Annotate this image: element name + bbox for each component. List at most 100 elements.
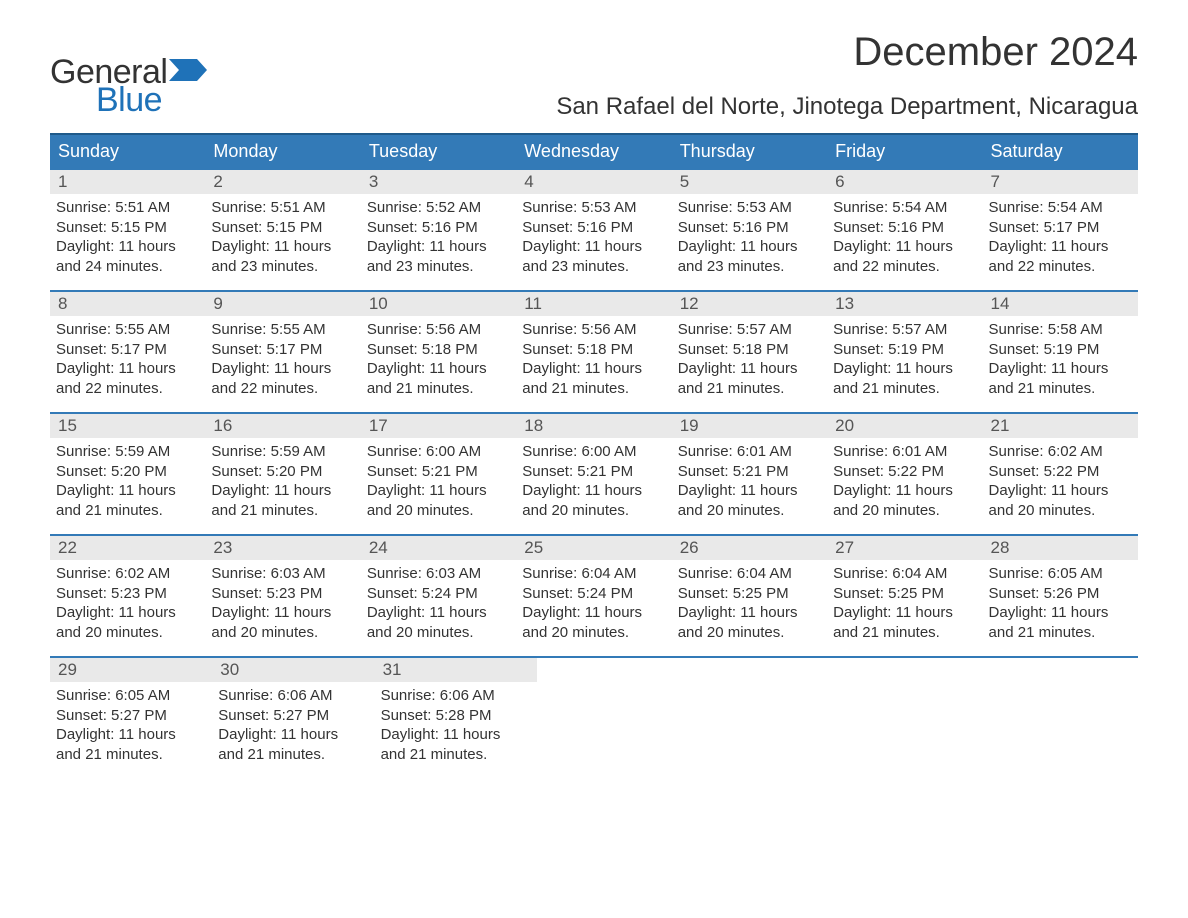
day-cell: 5Sunrise: 5:53 AMSunset: 5:16 PMDaylight…: [672, 170, 827, 290]
day-number-band: 21: [983, 414, 1138, 438]
sunrise-text: Sunrise: 6:06 AM: [218, 686, 368, 706]
day-cell: 3Sunrise: 5:52 AMSunset: 5:16 PMDaylight…: [361, 170, 516, 290]
daylight-text: Daylight: 11 hours: [56, 481, 199, 501]
sunrise-text: Sunrise: 5:54 AM: [833, 198, 976, 218]
day-number-band: 18: [516, 414, 671, 438]
daylight-text: and 20 minutes.: [678, 623, 821, 643]
day-details: Sunrise: 5:54 AMSunset: 5:16 PMDaylight:…: [833, 198, 976, 276]
day-details: Sunrise: 6:01 AMSunset: 5:21 PMDaylight:…: [678, 442, 821, 520]
sunset-text: Sunset: 5:27 PM: [56, 706, 206, 726]
sunrise-text: Sunrise: 6:02 AM: [56, 564, 199, 584]
day-number-band: 12: [672, 292, 827, 316]
daylight-text: and 23 minutes.: [211, 257, 354, 277]
week-row: 1Sunrise: 5:51 AMSunset: 5:15 PMDaylight…: [50, 168, 1138, 290]
day-number: 6: [835, 172, 844, 191]
daylight-text: Daylight: 11 hours: [56, 359, 199, 379]
day-cell: 24Sunrise: 6:03 AMSunset: 5:24 PMDayligh…: [361, 536, 516, 656]
day-number-band: 8: [50, 292, 205, 316]
day-number-band: 3: [361, 170, 516, 194]
day-number: 8: [58, 294, 67, 313]
empty-day-cell: [837, 658, 987, 778]
sunset-text: Sunset: 5:15 PM: [211, 218, 354, 238]
day-details: Sunrise: 5:54 AMSunset: 5:17 PMDaylight:…: [989, 198, 1132, 276]
day-cell: 28Sunrise: 6:05 AMSunset: 5:26 PMDayligh…: [983, 536, 1138, 656]
daylight-text: and 22 minutes.: [989, 257, 1132, 277]
sunrise-text: Sunrise: 6:03 AM: [367, 564, 510, 584]
day-details: Sunrise: 5:57 AMSunset: 5:18 PMDaylight:…: [678, 320, 821, 398]
day-details: Sunrise: 6:06 AMSunset: 5:28 PMDaylight:…: [381, 686, 531, 764]
daylight-text: Daylight: 11 hours: [218, 725, 368, 745]
day-cell: 17Sunrise: 6:00 AMSunset: 5:21 PMDayligh…: [361, 414, 516, 534]
sunset-text: Sunset: 5:21 PM: [678, 462, 821, 482]
title-block: December 2024 San Rafael del Norte, Jino…: [556, 30, 1138, 121]
day-number-band: 25: [516, 536, 671, 560]
day-details: Sunrise: 6:04 AMSunset: 5:25 PMDaylight:…: [678, 564, 821, 642]
day-cell: 14Sunrise: 5:58 AMSunset: 5:19 PMDayligh…: [983, 292, 1138, 412]
sunrise-text: Sunrise: 6:01 AM: [833, 442, 976, 462]
location-subtitle: San Rafael del Norte, Jinotega Departmen…: [556, 93, 1138, 121]
day-number-band: 2: [205, 170, 360, 194]
sunrise-text: Sunrise: 5:58 AM: [989, 320, 1132, 340]
sunrise-text: Sunrise: 6:04 AM: [833, 564, 976, 584]
daylight-text: and 20 minutes.: [211, 623, 354, 643]
sunset-text: Sunset: 5:25 PM: [833, 584, 976, 604]
day-cell: 12 Sunrise: 5:57 AMSunset: 5:18 PMDayligh…: [672, 292, 827, 412]
day-number: 30: [220, 660, 239, 679]
sunset-text: Sunset: 5:16 PM: [522, 218, 665, 238]
daylight-text: and 21 minutes.: [833, 623, 976, 643]
day-cell: 6 Sunrise: 5:54 AMSunset: 5:16 PMDaylight…: [827, 170, 982, 290]
sunrise-text: Sunrise: 6:01 AM: [678, 442, 821, 462]
day-number: 22: [58, 538, 77, 557]
daylight-text: Daylight: 11 hours: [678, 237, 821, 257]
sunrise-text: Sunrise: 5:55 AM: [211, 320, 354, 340]
daylight-text: and 20 minutes.: [56, 623, 199, 643]
sunrise-text: Sunrise: 6:04 AM: [678, 564, 821, 584]
weekday-header: Friday: [827, 135, 982, 168]
day-cell: 29Sunrise: 6:05 AMSunset: 5:27 PMDayligh…: [50, 658, 212, 778]
daylight-text: and 21 minutes.: [678, 379, 821, 399]
day-number-band: 17: [361, 414, 516, 438]
day-number-band: 23: [205, 536, 360, 560]
day-number-band: 1: [50, 170, 205, 194]
daylight-text: and 20 minutes.: [367, 623, 510, 643]
day-details: Sunrise: 5:56 AMSunset: 5:18 PMDaylight:…: [367, 320, 510, 398]
day-number: 28: [991, 538, 1010, 557]
day-number: 31: [383, 660, 402, 679]
sunset-text: Sunset: 5:23 PM: [56, 584, 199, 604]
daylight-text: Daylight: 11 hours: [56, 725, 206, 745]
daylight-text: and 21 minutes.: [56, 501, 199, 521]
sunset-text: Sunset: 5:19 PM: [833, 340, 976, 360]
week-row: 8Sunrise: 5:55 AMSunset: 5:17 PMDaylight…: [50, 290, 1138, 412]
sunrise-text: Sunrise: 5:51 AM: [211, 198, 354, 218]
daylight-text: and 20 minutes.: [367, 501, 510, 521]
sunset-text: Sunset: 5:21 PM: [367, 462, 510, 482]
daylight-text: and 24 minutes.: [56, 257, 199, 277]
daylight-text: and 21 minutes.: [522, 379, 665, 399]
day-number: 20: [835, 416, 854, 435]
day-cell: 4Sunrise: 5:53 AMSunset: 5:16 PMDaylight…: [516, 170, 671, 290]
sunrise-text: Sunrise: 5:59 AM: [211, 442, 354, 462]
daylight-text: and 23 minutes.: [678, 257, 821, 277]
weekday-header: Tuesday: [361, 135, 516, 168]
day-cell: 13Sunrise: 5:57 AMSunset: 5:19 PMDayligh…: [827, 292, 982, 412]
sunset-text: Sunset: 5:20 PM: [211, 462, 354, 482]
day-number: 12: [680, 294, 699, 313]
day-number-band: 16: [205, 414, 360, 438]
day-number: 25: [524, 538, 543, 557]
day-number: 18: [524, 416, 543, 435]
page-header: General Blue December 2024 San Rafael de…: [50, 30, 1138, 121]
day-number-band: 28: [983, 536, 1138, 560]
sunset-text: Sunset: 5:27 PM: [218, 706, 368, 726]
day-number: 16: [213, 416, 232, 435]
sunrise-text: Sunrise: 5:51 AM: [56, 198, 199, 218]
sunrise-text: Sunrise: 5:53 AM: [678, 198, 821, 218]
weekday-header: Saturday: [983, 135, 1138, 168]
daylight-text: Daylight: 11 hours: [367, 237, 510, 257]
month-title: December 2024: [556, 30, 1138, 75]
weekday-header: Wednesday: [516, 135, 671, 168]
day-cell: 20Sunrise: 6:01 AMSunset: 5:22 PMDayligh…: [827, 414, 982, 534]
sunset-text: Sunset: 5:22 PM: [833, 462, 976, 482]
day-cell: 11Sunrise: 5:56 AMSunset: 5:18 PMDayligh…: [516, 292, 671, 412]
sunrise-text: Sunrise: 6:00 AM: [522, 442, 665, 462]
daylight-text: and 20 minutes.: [522, 501, 665, 521]
